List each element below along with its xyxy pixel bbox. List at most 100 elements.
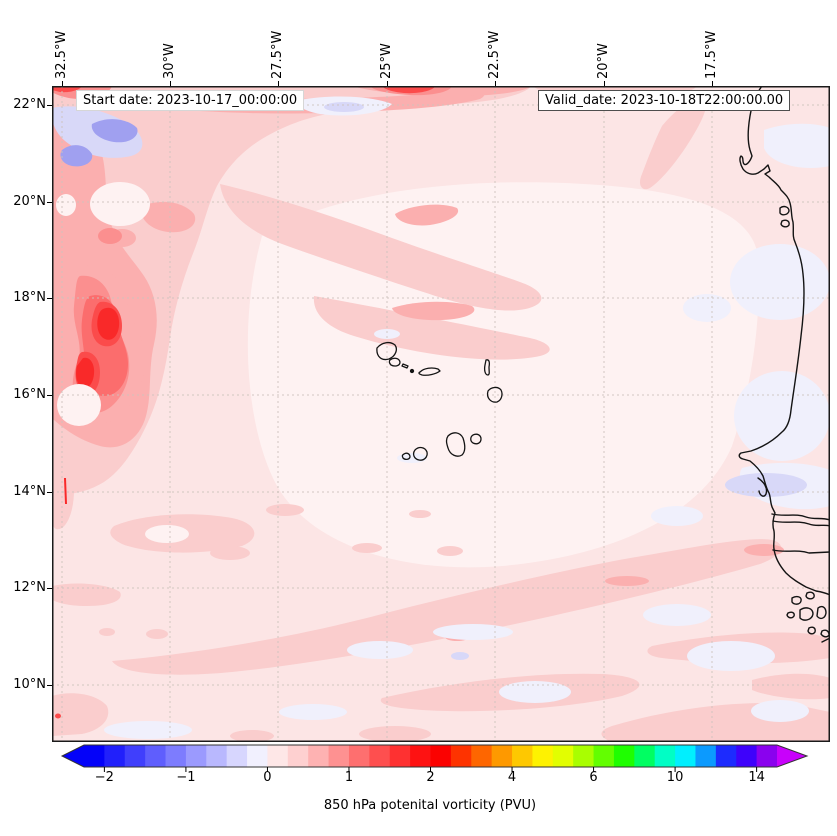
- colorbar-segment: [736, 745, 758, 767]
- colorbar-segment: [491, 745, 513, 767]
- y-axis-tick-label: 18°N: [13, 290, 46, 305]
- colorbar-segment: [145, 745, 167, 767]
- y-axis-tick-label: 16°N: [13, 387, 46, 402]
- bijagos-island: [786, 611, 795, 619]
- x-axis-tick-label: 25°W: [379, 43, 394, 79]
- colorbar-segment: [593, 745, 615, 767]
- island: [486, 386, 503, 403]
- contour-level-lavender1: [104, 96, 830, 739]
- banc-arguin-island: [779, 205, 790, 216]
- colorbar-segment: [348, 745, 370, 767]
- annotation-valid-date: Valid_date: 2023-10-18T22:00:00.00: [538, 90, 791, 111]
- colorbar-outline: [60, 744, 809, 768]
- colorbar: [60, 744, 809, 772]
- x-axis-tick-label: 20°W: [596, 43, 611, 79]
- colorbar-segment: [573, 745, 595, 767]
- y-axis-tick-mark: [47, 298, 52, 299]
- x-axis-tick-mark: [712, 81, 713, 86]
- x-axis-tick-mark: [62, 81, 63, 86]
- colorbar-segment: [247, 745, 268, 767]
- island: [445, 432, 466, 457]
- colorbar-tick-label: 1: [344, 770, 354, 785]
- colorbar-segment: [410, 745, 431, 767]
- contour-level-pink6: [64, 307, 120, 505]
- map-plot: [52, 86, 830, 742]
- casamance-river: [772, 549, 830, 554]
- x-axis-tick-mark: [170, 81, 171, 86]
- y-axis-tick-mark: [47, 202, 52, 203]
- colorbar-extend-left: [62, 745, 84, 767]
- x-axis-tick-label: 27.5°W: [270, 30, 285, 79]
- island: [483, 359, 491, 376]
- graticule-gridlines: [52, 86, 830, 742]
- colorbar-segment: [104, 745, 126, 767]
- colorbar-segment: [287, 745, 309, 767]
- gambia-river: [771, 513, 830, 521]
- x-axis-tick-label: 30°W: [162, 43, 177, 79]
- island: [470, 433, 482, 445]
- colorbar-segment: [532, 745, 554, 767]
- colorbar-tick-label: 4: [507, 770, 517, 785]
- colorbar-segment: [471, 745, 493, 767]
- island: [401, 452, 411, 461]
- x-axis-tick-label: 32.5°W: [54, 30, 69, 79]
- colorbar-segment: [634, 745, 656, 767]
- annotation-start-date: Start date: 2023-10-17_00:00:00: [76, 90, 305, 111]
- colorbar-extend-right: [777, 745, 807, 767]
- y-axis-tick-label: 12°N: [13, 580, 46, 595]
- y-axis-tick-label: 14°N: [13, 484, 46, 499]
- y-axis-tick-mark: [47, 105, 52, 106]
- contour-level-lavender3: [60, 119, 138, 167]
- colorbar-tick-label: 14: [748, 770, 765, 785]
- colorbar-tick-label: −1: [176, 770, 196, 785]
- island: [401, 363, 409, 369]
- colorbar-tick-label: 0: [263, 770, 272, 785]
- island: [376, 341, 397, 361]
- colorbar-segment: [84, 745, 105, 767]
- colorbar-segment: [165, 745, 187, 767]
- y-axis-tick-mark: [47, 492, 52, 493]
- colorbar-tick-label: 2: [426, 770, 435, 785]
- colorbar-segment: [695, 745, 717, 767]
- african-coastline: [738, 86, 830, 643]
- island: [418, 367, 441, 376]
- colorbar-segment: [206, 745, 228, 767]
- colorbar-segment: [552, 745, 574, 767]
- colorbar-segment: [654, 745, 676, 767]
- colorbar-segment: [389, 745, 411, 767]
- colorbar-segment: [328, 745, 350, 767]
- colorbar-label: 850 hPa potenital vorticity (PVU): [323, 798, 537, 813]
- bijagos-island: [816, 605, 827, 620]
- bijagos-island: [805, 591, 815, 600]
- y-axis-tick-label: 10°N: [13, 677, 46, 692]
- x-axis-tick-label: 22.5°W: [487, 30, 502, 79]
- colorbar-segment: [756, 745, 778, 767]
- saloum-inlet: [757, 477, 768, 497]
- colorbar-segment: [450, 745, 472, 767]
- cape-verde-islands: [376, 341, 503, 461]
- x-axis-tick-mark: [278, 81, 279, 86]
- bijagos-island: [791, 595, 802, 605]
- coastline: [738, 86, 830, 596]
- colorbar-tick-label: 10: [666, 770, 684, 785]
- colorbar-segment: [226, 745, 248, 767]
- x-axis-tick-label: 17.5°W: [704, 30, 719, 79]
- banc-arguin-island: [780, 219, 790, 228]
- y-axis-tick-mark: [47, 588, 52, 589]
- colorbar-segment: [512, 745, 533, 767]
- bijagos-island: [807, 626, 816, 635]
- x-axis-tick-mark: [495, 81, 496, 86]
- gambia-river: [772, 520, 830, 527]
- contour-level-light: [247, 182, 759, 568]
- island: [412, 446, 428, 461]
- x-axis-tick-mark: [604, 81, 605, 86]
- colorbar-segment: [715, 745, 737, 767]
- colorbar-tick-label: −2: [94, 770, 114, 785]
- island: [388, 357, 401, 367]
- colorbar-segment: [613, 745, 635, 767]
- colorbar-segment: [124, 745, 146, 767]
- y-axis-tick-label: 20°N: [13, 194, 46, 209]
- y-axis-tick-label: 22°N: [13, 97, 46, 112]
- colorbar-tick-label: 6: [589, 770, 598, 785]
